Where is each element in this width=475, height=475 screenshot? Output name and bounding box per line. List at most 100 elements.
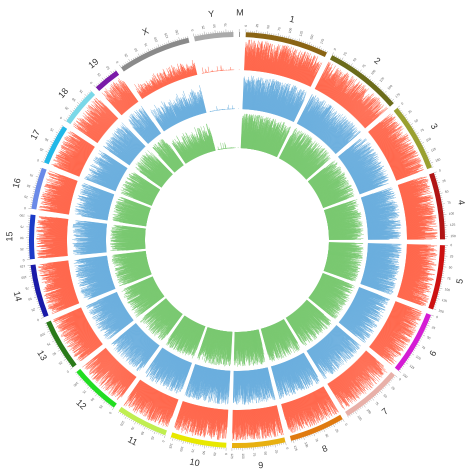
tick-mark (134, 56, 136, 59)
tick-mark (54, 342, 57, 344)
track-2-chr-6 (338, 287, 390, 344)
tick-mark (99, 396, 101, 399)
tick-mark (389, 381, 391, 383)
tick-label: 50 (71, 97, 76, 102)
tick-mark (430, 162, 434, 164)
tick-mark (47, 330, 50, 333)
tick-mark (371, 398, 375, 401)
tick-mark (137, 53, 140, 57)
tick-mark (349, 414, 351, 417)
tick-label: 75 (130, 426, 135, 431)
tick-mark (376, 83, 379, 86)
tick-mark (96, 84, 98, 86)
track-3-chr-11 (165, 315, 206, 359)
track-3-chr-15 (110, 224, 146, 251)
tick-mark (343, 59, 345, 62)
tick-mark (51, 336, 53, 338)
chromosome-segment-4 (429, 172, 445, 240)
tick-mark (350, 63, 353, 67)
track-3-chr-7 (285, 299, 332, 347)
tick-mark (407, 358, 410, 360)
tick-mark (57, 347, 60, 349)
tick-mark (347, 62, 349, 64)
chromosome-label-4: 4 (456, 199, 467, 206)
track-2-chr-10 (184, 364, 231, 405)
tick-label: 150 (387, 84, 394, 91)
tick-label: 100 (304, 442, 310, 449)
track-1-chr-17 (51, 131, 95, 177)
tick-mark (326, 50, 328, 53)
chromosome-segment-18 (66, 91, 96, 125)
tick-mark (385, 93, 388, 95)
track-3-chr-3 (307, 160, 355, 209)
tick-label: 100 (366, 408, 373, 415)
tick-mark (391, 98, 395, 102)
tick-label: 50 (448, 265, 452, 269)
tick-mark (136, 55, 138, 58)
tick-mark (50, 141, 54, 143)
tick-label: 0 (24, 206, 27, 210)
tick-mark (309, 434, 311, 437)
tick-mark (79, 378, 83, 381)
tick-mark (402, 365, 405, 367)
tick-mark (61, 125, 64, 127)
tick-label: 25 (450, 254, 454, 258)
chromosome-segment-1 (245, 32, 328, 57)
tick-mark (107, 403, 109, 406)
tick-mark (411, 125, 413, 128)
tick-mark (423, 146, 425, 148)
tick-label: 0 (400, 101, 404, 105)
track-3-chr-16 (112, 196, 151, 227)
tick-mark (428, 158, 431, 160)
tick-mark (409, 122, 411, 124)
tick-mark (293, 440, 295, 444)
chromosome-segment-14 (30, 264, 49, 318)
tick-mark (381, 389, 383, 391)
tick-label: 50 (201, 451, 206, 455)
tick-mark (373, 396, 375, 399)
tick-mark (68, 363, 71, 366)
tick-mark (345, 61, 347, 63)
tick-mark (370, 399, 372, 401)
tick-label: 75 (447, 200, 451, 205)
tick-label: 125 (293, 445, 298, 451)
tick-mark (70, 110, 73, 113)
tick-mark (162, 44, 164, 46)
tick-mark (66, 360, 68, 362)
tick-mark (401, 367, 403, 369)
tick-label: 150 (450, 234, 456, 238)
tick-mark (63, 119, 67, 122)
tick-mark (315, 45, 316, 48)
tick-mark (414, 347, 417, 349)
tick-mark (44, 157, 46, 159)
tick-mark (153, 431, 156, 435)
tick-mark (317, 431, 319, 434)
tick-mark (128, 58, 131, 62)
tick-mark (127, 417, 129, 419)
chromosome-segment-16 (31, 167, 47, 210)
tick-mark (420, 140, 422, 142)
chromosome-segment-15 (29, 214, 36, 260)
tick-label: 25 (123, 53, 128, 58)
tick-label: 0 (224, 453, 228, 455)
tick-mark (121, 413, 124, 416)
tick-mark (91, 389, 93, 391)
tick-mark (131, 419, 133, 422)
track-1-chr-13 (53, 307, 103, 362)
tick-label: 75 (420, 128, 425, 133)
tick-mark (392, 378, 394, 380)
tick-mark (101, 80, 103, 82)
tick-label: 0 (36, 158, 39, 162)
tick-mark (311, 44, 312, 46)
chromosome-segment-9 (231, 437, 286, 448)
tick-label: 0 (285, 447, 289, 450)
tick-mark (104, 77, 106, 79)
track-1-chr-4 (397, 176, 438, 240)
tick-mark (393, 101, 395, 103)
chromosome-label-8: 8 (321, 443, 330, 454)
tick-mark (335, 55, 337, 58)
tick-mark (298, 38, 300, 42)
tick-label: 50 (133, 47, 138, 52)
tick-mark (121, 64, 123, 67)
tick-label: 100 (449, 211, 455, 216)
